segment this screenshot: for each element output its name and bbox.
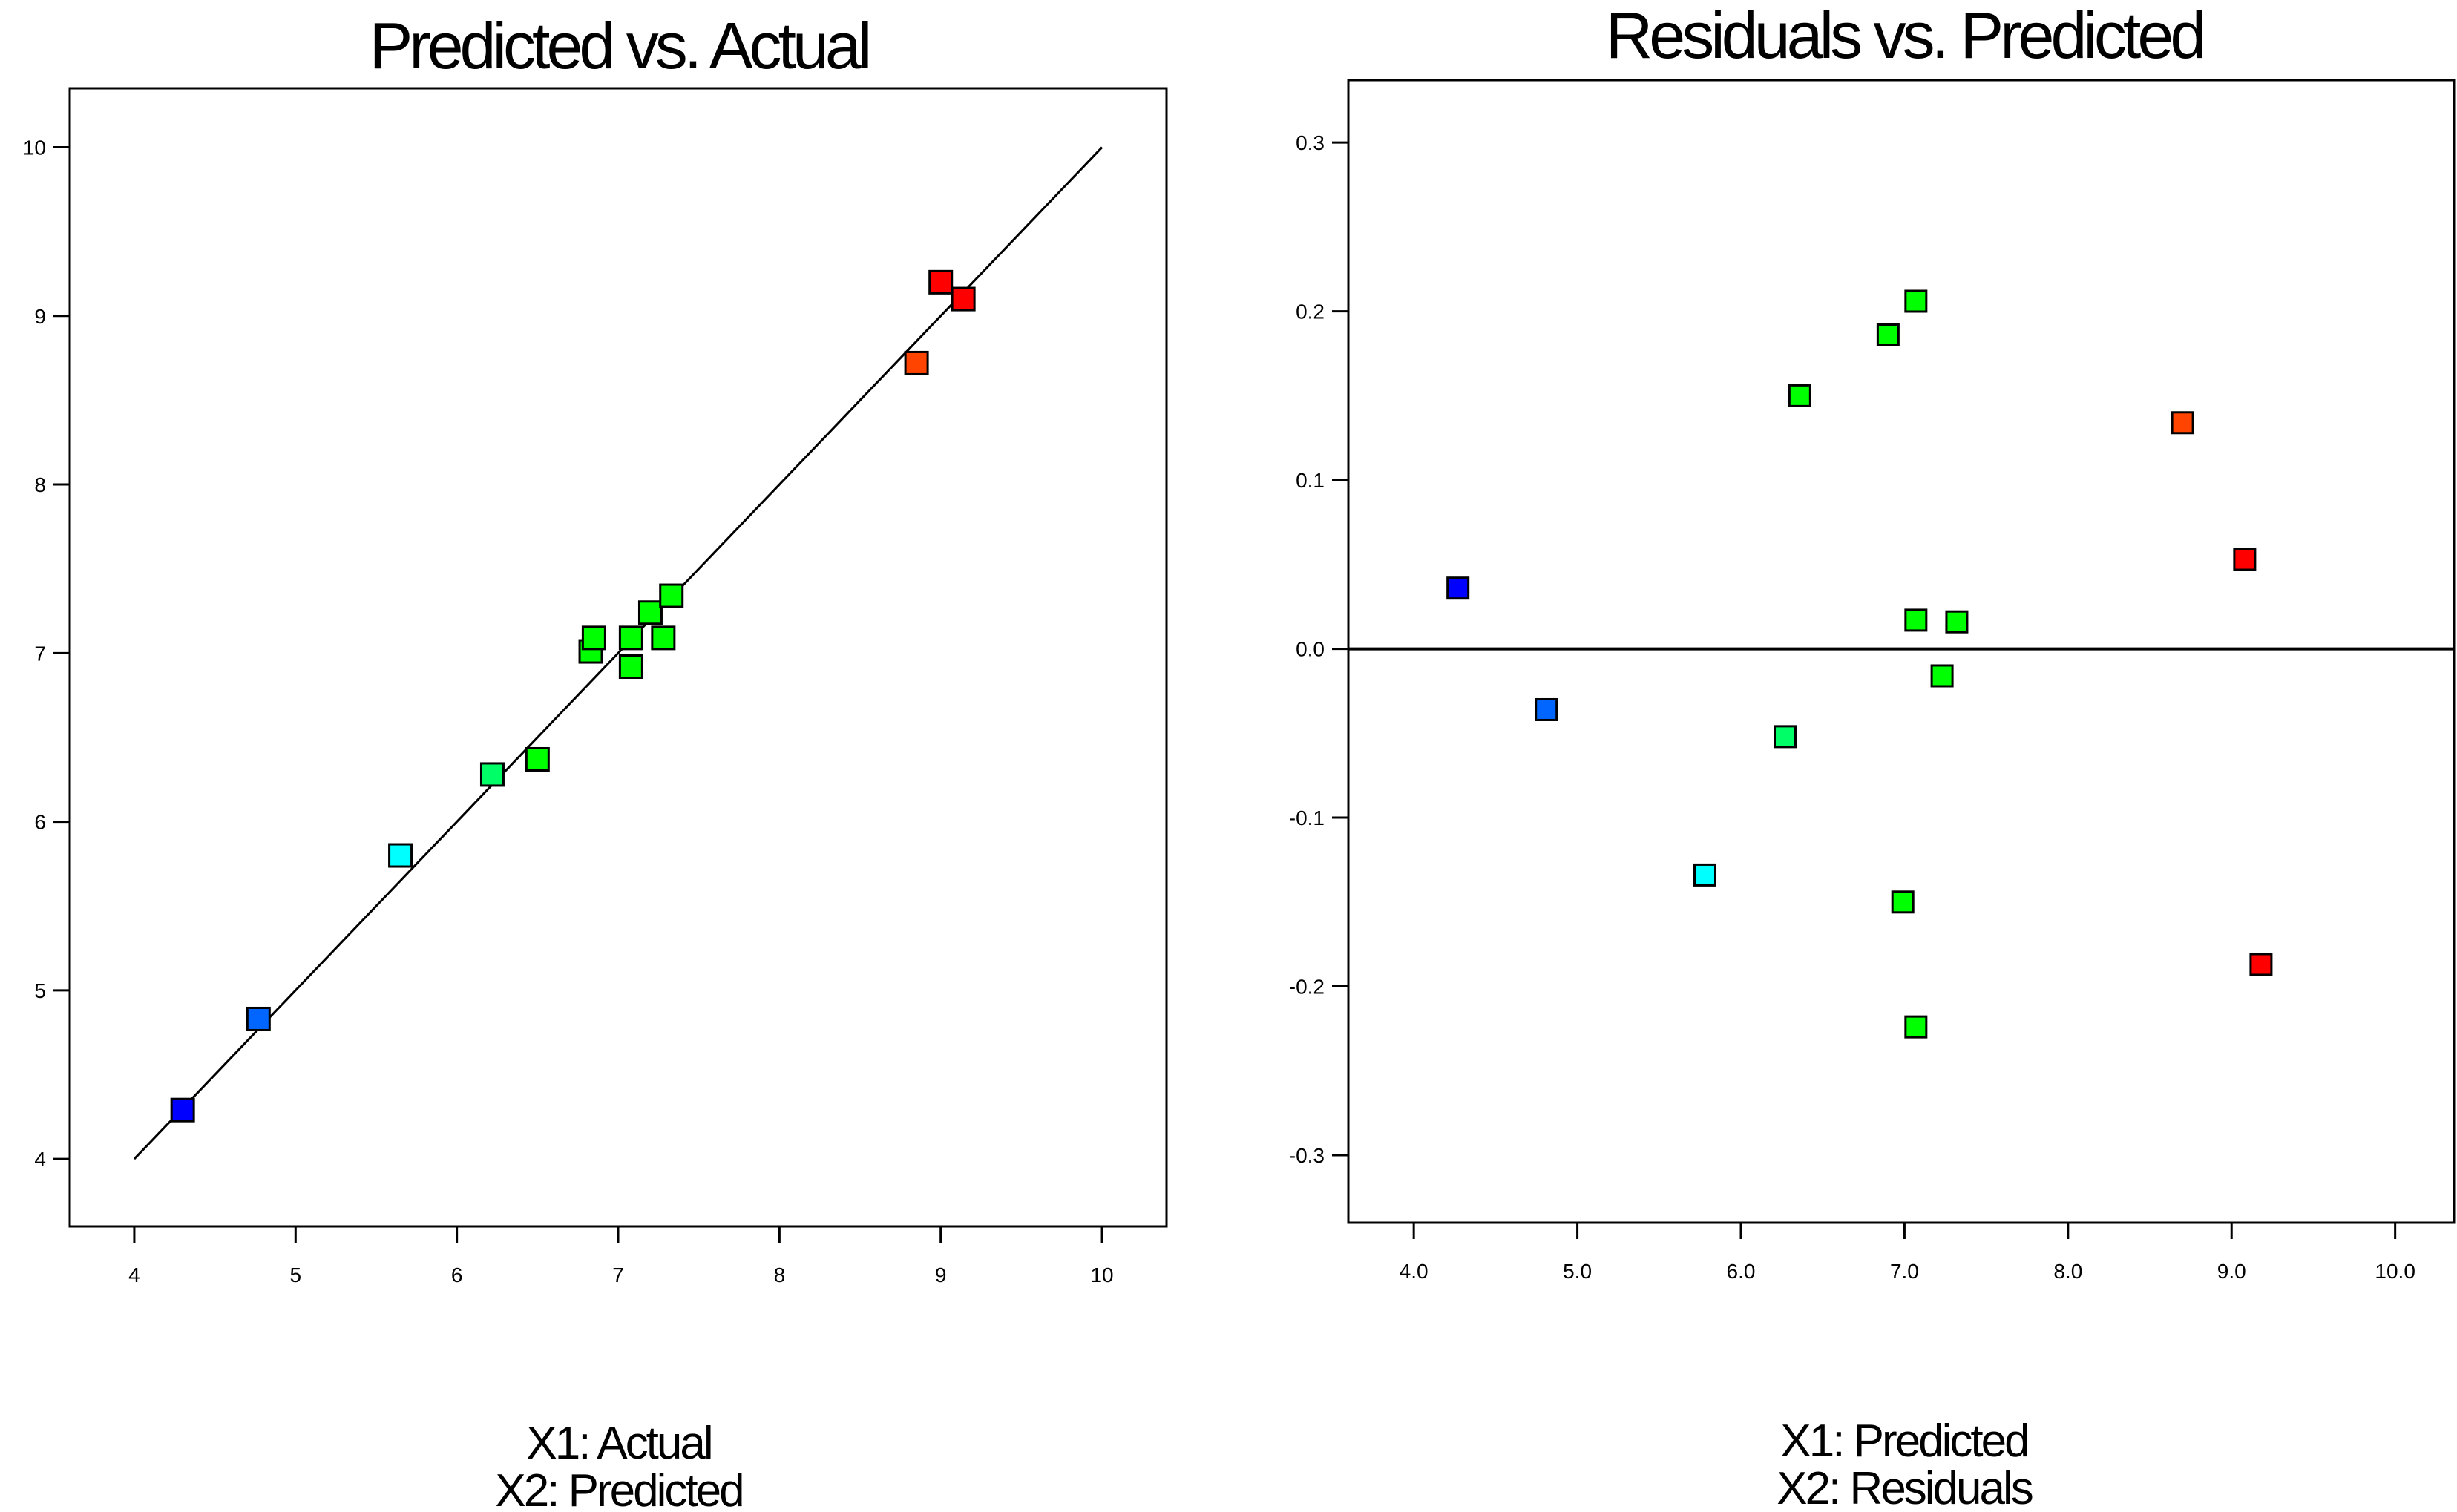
y-tick-label: -0.3: [1289, 1144, 1325, 1167]
data-point: [904, 350, 929, 375]
data-point: [637, 600, 663, 625]
data-point: [1876, 323, 1900, 346]
y-tick-label: 0.1: [1296, 469, 1325, 492]
x-tick-label: 6: [451, 1263, 463, 1286]
data-point: [1904, 289, 1928, 313]
y-axis-caption: X2: Predicted: [495, 1465, 742, 1512]
point-group: [170, 269, 976, 1123]
data-point: [1788, 384, 1811, 407]
y-tick-label: 4: [34, 1148, 46, 1171]
x-tick-label: 8.0: [2053, 1260, 2082, 1283]
y-axis-caption: X2: Residuals: [1777, 1463, 2033, 1512]
y-tick-label: -0.1: [1289, 806, 1325, 829]
data-point: [2171, 411, 2194, 435]
chart-title: Predicted vs. Actual: [370, 9, 869, 82]
data-point: [928, 269, 954, 295]
data-point: [1891, 890, 1915, 914]
y-tick-label: 7: [34, 642, 46, 665]
x-tick-label: 9: [935, 1263, 947, 1286]
data-point: [1774, 725, 1797, 749]
y-tick-label: 8: [34, 473, 46, 496]
residuals-vs-predicted-chart: Residuals vs. Predicted 4.0 5.0 6.0 7.0 8.0 9…: [1289, 0, 2456, 1512]
chart-title: Residuals vs. Predicted: [1606, 0, 2203, 72]
data-point: [1535, 697, 1558, 721]
x-tick-label: 10.0: [2375, 1260, 2415, 1283]
data-point: [651, 625, 676, 651]
x-axis-caption: X1: Predicted: [1780, 1416, 2027, 1467]
data-point: [1945, 610, 1969, 634]
data-point: [2233, 548, 2257, 571]
data-point: [170, 1097, 195, 1123]
point-group: [1446, 289, 2273, 1039]
x-tick-label: 5: [290, 1263, 302, 1286]
data-point: [1693, 863, 1717, 887]
data-point: [246, 1006, 271, 1031]
predicted-vs-actual-chart: Predicted vs. Actual 4 5 6 7 8 9 10 4 5 6 7 8 9 10 X1…: [23, 9, 1168, 1512]
data-point: [525, 746, 550, 772]
x-tick-label: 8: [774, 1263, 786, 1286]
plot-frame: [1347, 79, 2456, 1224]
y-tick-label: 6: [34, 811, 46, 834]
data-point: [1904, 1015, 1928, 1039]
x-axis-caption: X1: Actual: [526, 1418, 711, 1469]
x-tick-label: 7.0: [1890, 1260, 1919, 1283]
data-point: [659, 583, 684, 608]
x-tick-label: 9.0: [2217, 1260, 2246, 1283]
tick-group: 4 5 6 7 8 9 10 4 5 6 7 8 9 10: [23, 137, 1114, 1286]
data-point: [1930, 664, 1954, 688]
x-tick-label: 10: [1090, 1263, 1113, 1286]
y-tick-label: 10: [23, 137, 46, 160]
data-point: [479, 762, 505, 787]
x-tick-label: 4: [128, 1263, 140, 1286]
y-tick-label: -0.2: [1289, 976, 1325, 999]
y-tick-label: 9: [34, 305, 46, 328]
data-point: [388, 843, 413, 868]
data-point: [1446, 576, 1470, 600]
data-point: [581, 625, 606, 651]
y-tick-label: 5: [34, 979, 46, 1002]
data-point: [1904, 608, 1928, 632]
y-tick-label: 0.2: [1296, 300, 1325, 323]
x-tick-label: 7: [612, 1263, 624, 1286]
x-tick-label: 5.0: [1563, 1260, 1592, 1283]
data-point: [618, 625, 643, 651]
x-tick-label: 6.0: [1727, 1260, 1756, 1283]
y-tick-label: 0.0: [1296, 638, 1325, 661]
data-point: [951, 286, 976, 312]
x-tick-label: 4.0: [1400, 1260, 1428, 1283]
y-tick-label: 0.3: [1296, 131, 1325, 154]
data-point: [2249, 953, 2273, 976]
data-point: [618, 654, 643, 679]
tick-group: 4.0 5.0 6.0 7.0 8.0 9.0 10.0 -0.3 -0.2 -0.1 0.0 0.1…: [1289, 131, 2415, 1283]
fit-line: [133, 146, 1103, 1160]
